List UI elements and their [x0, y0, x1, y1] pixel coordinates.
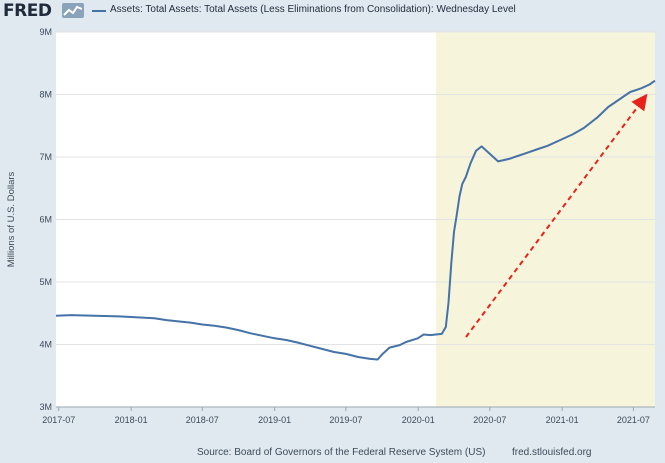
y-axis-label: Millions of U.S. Dollars: [6, 171, 17, 267]
x-tick-label: 2017-07: [42, 415, 75, 425]
chart-header: FRED Assets: Total Assets: Total Assets …: [0, 0, 665, 24]
x-tick-label: 2018-07: [186, 415, 219, 425]
x-tick-label: 2019-01: [258, 415, 291, 425]
x-tick-label: 2019-07: [329, 415, 362, 425]
chart-graph-icon: [62, 3, 84, 18]
x-tick-label: 2021-07: [617, 415, 650, 425]
legend-swatch: [92, 10, 106, 12]
x-tick-label: 2020-07: [473, 415, 506, 425]
y-tick-label: 3M: [39, 402, 52, 412]
y-tick-label: 8M: [39, 90, 52, 100]
fred-logo: FRED: [3, 1, 52, 21]
x-tick-label: 2018-01: [115, 415, 148, 425]
source-note: Source: Board of Governors of the Federa…: [197, 447, 486, 458]
site-link[interactable]: fred.stlouisfed.org: [512, 447, 592, 458]
y-tick-label: 9M: [39, 27, 52, 37]
series-line: [55, 79, 656, 361]
y-tick-label: 6M: [39, 215, 52, 225]
y-tick-label: 4M: [39, 340, 52, 350]
x-tick-label: 2020-01: [402, 415, 435, 425]
legend-label: Assets: Total Assets: Total Assets (Less…: [110, 4, 516, 15]
trend-arrow: [465, 93, 648, 338]
y-tick-label: 7M: [39, 152, 52, 162]
y-tick-label: 5M: [39, 277, 52, 287]
x-tick-label: 2021-01: [546, 415, 579, 425]
